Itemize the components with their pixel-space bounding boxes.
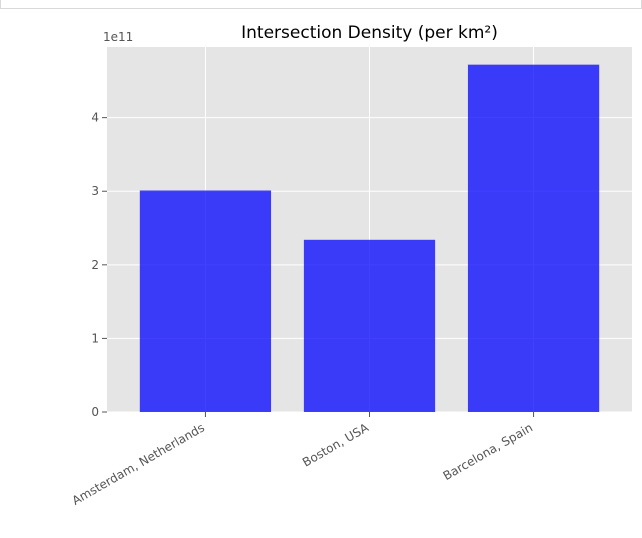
bar [139, 190, 272, 412]
bar [467, 64, 600, 413]
x-tick-label: Boston, USA [300, 420, 372, 469]
y-tick-label: 4 [91, 111, 99, 125]
chart-title: Intersection Density (per km²) [241, 23, 498, 43]
x-tick-label: Barcelona, Spain [441, 420, 535, 483]
x-axis-ticks: Amsterdam, Netherlands Boston, USA Barcelo… [70, 412, 535, 508]
bars [139, 64, 600, 413]
x-tick-label: Amsterdam, Netherlands [70, 420, 207, 507]
y-axis-ticks: 0 1 2 3 4 [91, 111, 107, 419]
y-tick-label: 0 [91, 405, 99, 419]
bar [303, 239, 436, 412]
y-tick-label: 3 [91, 184, 99, 198]
y-offset-label: 1e11 [103, 30, 133, 44]
y-tick-label: 1 [91, 331, 99, 345]
y-tick-label: 2 [91, 258, 99, 272]
